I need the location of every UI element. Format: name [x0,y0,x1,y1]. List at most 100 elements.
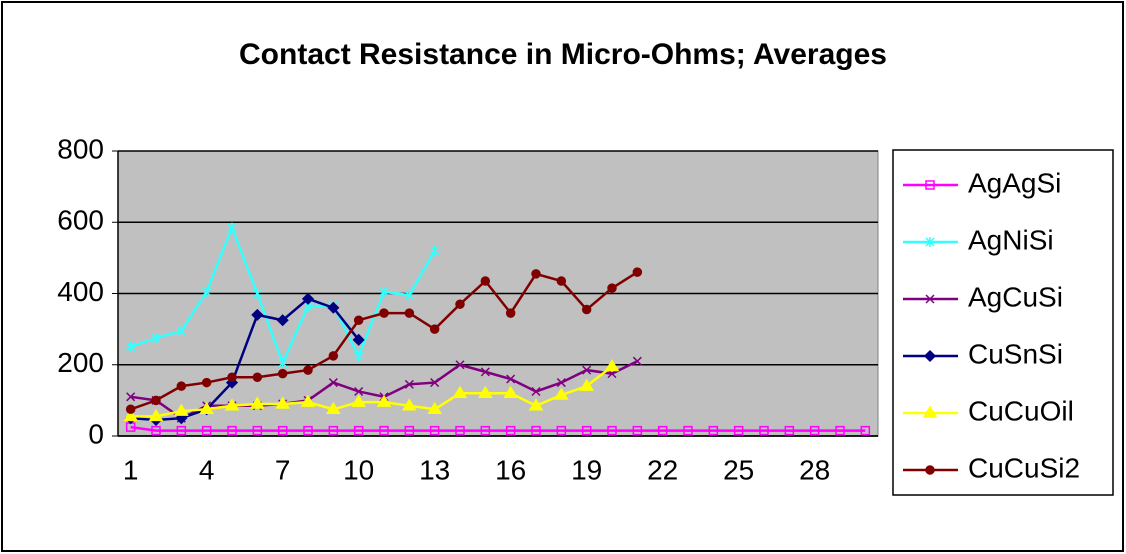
marker [581,304,592,315]
legend-label: CuCuSi2 [968,452,1080,483]
series-line [130,365,613,418]
marker [683,425,693,436]
marker [402,398,417,411]
chart-title: Contact Resistance in Micro-Ohms; Averag… [239,38,887,71]
marker [148,408,164,422]
marker [199,401,214,415]
marker [922,405,938,418]
marker [925,237,935,247]
y-tick-label: 200 [57,347,104,378]
marker [123,408,138,422]
marker [632,425,643,436]
marker [579,378,594,391]
marker [860,425,871,436]
marker [531,269,541,279]
marker [455,299,465,309]
marker [351,394,366,407]
x-tick-label: 1 [123,454,139,485]
marker [176,425,187,436]
y-tick-label: 400 [57,276,104,307]
marker [379,425,389,436]
marker [278,357,288,368]
marker [300,394,316,407]
marker [328,425,339,436]
marker [328,378,338,388]
x-tick-label: 25 [723,454,754,485]
marker [201,425,212,436]
marker [404,425,415,436]
marker [201,377,212,388]
marker [126,392,136,402]
marker [506,374,516,384]
x-tick-label: 10 [343,454,374,485]
marker [379,286,389,297]
marker [429,425,440,436]
legend-label: CuSnSi [968,338,1063,369]
marker [632,356,642,366]
marker [455,360,465,370]
marker [227,222,237,233]
marker [303,365,313,375]
x-tick-label: 4 [199,454,215,485]
marker [176,325,186,336]
marker [455,425,465,436]
marker [430,245,440,256]
y-tick-label: 600 [57,205,104,236]
marker [429,324,440,334]
marker [556,378,566,388]
marker [528,398,544,411]
marker [276,314,289,327]
legend-label: AgAgSi [968,167,1061,198]
legend-label: AgCuSi [968,281,1063,312]
marker [353,425,364,436]
marker [581,425,592,436]
marker [303,425,313,436]
marker [354,386,364,396]
marker [556,425,567,436]
marker [252,288,262,299]
marker [227,372,237,382]
marker [925,180,935,190]
marker [503,385,518,398]
marker [353,315,364,325]
marker [556,276,567,286]
marker [277,368,288,379]
marker [404,379,414,389]
marker [176,381,187,391]
marker [759,425,769,436]
x-tick-label: 16 [495,454,526,485]
x-tick-label: 22 [647,454,678,485]
marker [478,385,493,398]
marker [531,386,541,396]
marker [275,396,290,409]
marker [379,308,389,318]
marker [505,425,516,436]
legend-label: CuCuOil [968,395,1074,426]
marker [151,395,161,406]
marker [301,292,315,305]
marker [126,341,136,352]
marker [277,425,288,436]
marker [174,403,189,416]
marker [809,425,820,436]
marker [151,425,161,436]
marker [607,425,617,436]
marker [708,425,719,436]
marker [582,365,592,375]
x-tick-label: 19 [571,454,602,485]
marker [733,425,744,436]
x-tick-label: 28 [799,454,830,485]
marker [554,387,569,400]
marker [925,465,935,475]
marker [480,425,491,436]
marker [252,425,263,436]
marker [352,333,365,346]
marker [480,367,490,377]
legend-label: AgNiSi [968,224,1054,255]
marker [404,290,414,301]
marker [604,359,620,372]
marker [480,276,491,286]
marker [430,378,440,388]
marker [505,308,516,318]
marker [250,396,265,409]
